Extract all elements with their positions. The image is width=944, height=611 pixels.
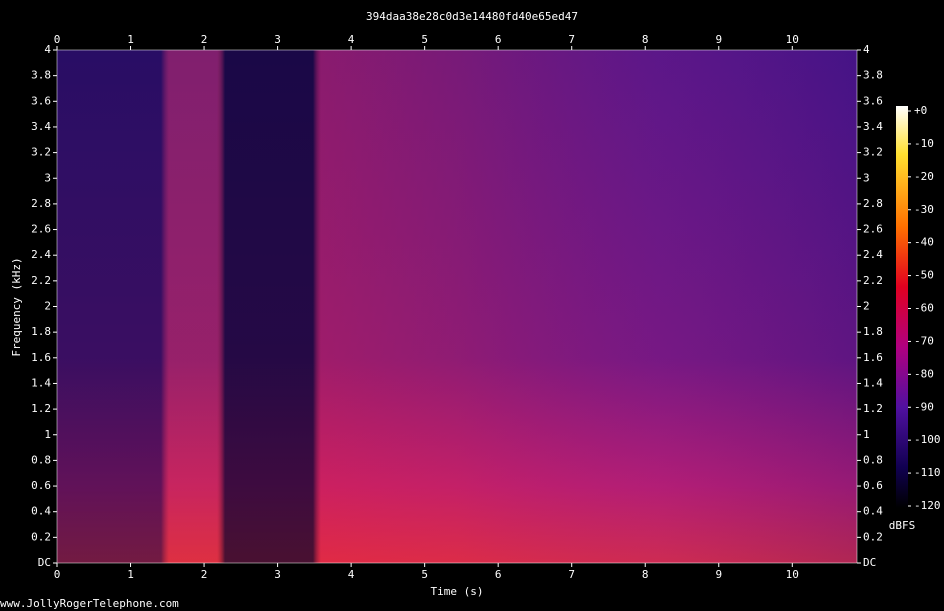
y-tick-label: 3.8 xyxy=(31,69,51,82)
y-tick-label-right: 3 xyxy=(863,171,870,184)
y-tick-label: 3 xyxy=(44,171,51,184)
y-tick-label-right: 1.6 xyxy=(863,351,883,364)
y-tick-label: 2.8 xyxy=(31,197,51,210)
y-tick-label-right: 2.4 xyxy=(863,248,883,261)
colorbar-tick-label: -70 xyxy=(914,334,934,347)
x-tick-label: 2 xyxy=(201,568,208,581)
y-tick-label-right: 0.2 xyxy=(863,530,883,543)
y-tick-label-right: DC xyxy=(863,556,876,569)
colorbar-tick-label: -60 xyxy=(914,302,934,315)
y-tick-label-right: 2.6 xyxy=(863,223,883,236)
y-tick-label: 1.6 xyxy=(31,351,51,364)
y-tick-label: 1.8 xyxy=(31,325,51,338)
colorbar-tick-label: -110 xyxy=(914,466,941,479)
x-tick-label-top: 7 xyxy=(568,33,575,46)
colorbar-tick-label: +0 xyxy=(914,104,927,117)
y-tick-label: 0.4 xyxy=(31,505,51,518)
x-tick-label: 8 xyxy=(642,568,649,581)
x-tick-label-top: 2 xyxy=(201,33,208,46)
x-tick-label-top: 4 xyxy=(348,33,355,46)
y-tick-label: 2.4 xyxy=(31,248,51,261)
y-tick-label: 1.2 xyxy=(31,402,51,415)
colorbar-tick-label: -10 xyxy=(914,137,934,150)
y-axis-label: Frequency (kHz) xyxy=(10,257,23,356)
x-tick-label: 10 xyxy=(786,568,799,581)
plot-overlay xyxy=(57,50,857,563)
x-tick-label-top: 5 xyxy=(421,33,428,46)
x-tick-label: 3 xyxy=(274,568,281,581)
y-tick-label-right: 1.4 xyxy=(863,376,883,389)
footer: www.JollyRogerTelephone.com xyxy=(0,597,179,610)
x-tick-label-top: 10 xyxy=(786,33,799,46)
y-tick-label-right: 1.2 xyxy=(863,402,883,415)
colorbar-tick-label: -50 xyxy=(914,269,934,282)
y-tick-label-right: 2.8 xyxy=(863,197,883,210)
colorbar-tick-label: -30 xyxy=(914,203,934,216)
y-tick-label: DC xyxy=(38,556,51,569)
y-tick-label-right: 2 xyxy=(863,300,870,313)
y-tick-label-right: 3.6 xyxy=(863,94,883,107)
y-tick-label-right: 1 xyxy=(863,428,870,441)
colorbar-tick-label: -120 xyxy=(914,499,941,512)
y-tick-label: 0.2 xyxy=(31,530,51,543)
chart-title: 394daa38e28c0d3e14480fd40e65ed47 xyxy=(366,10,578,23)
y-tick-label: 2 xyxy=(44,300,51,313)
y-tick-label: 2.6 xyxy=(31,223,51,236)
x-tick-label: 4 xyxy=(348,568,355,581)
x-tick-label: 0 xyxy=(54,568,61,581)
y-tick-label-right: 4 xyxy=(863,43,870,56)
y-tick-label-right: 3.4 xyxy=(863,120,883,133)
y-tick-label-right: 1.8 xyxy=(863,325,883,338)
x-tick-label: 9 xyxy=(715,568,722,581)
y-tick-label: 3.6 xyxy=(31,94,51,107)
y-tick-label: 1 xyxy=(44,428,51,441)
x-tick-label-top: 0 xyxy=(54,33,61,46)
y-tick-label-right: 0.6 xyxy=(863,479,883,492)
y-tick-label-right: 3.2 xyxy=(863,146,883,159)
y-tick-label: 1.4 xyxy=(31,376,51,389)
colorbar-tick-label: -20 xyxy=(914,170,934,183)
x-tick-label-top: 1 xyxy=(127,33,134,46)
x-tick-label: 5 xyxy=(421,568,428,581)
colorbar-label: dBFS xyxy=(889,519,916,532)
y-tick-label-right: 0.8 xyxy=(863,453,883,466)
y-tick-label-right: 0.4 xyxy=(863,505,883,518)
x-tick-label-top: 9 xyxy=(715,33,722,46)
colorbar-tick-label: -90 xyxy=(914,400,934,413)
y-tick-label: 3.4 xyxy=(31,120,51,133)
colorbar-tick-label: -100 xyxy=(914,433,941,446)
y-tick-label: 0.8 xyxy=(31,453,51,466)
y-tick-label: 3.2 xyxy=(31,146,51,159)
y-tick-label: 2.2 xyxy=(31,274,51,287)
colorbar-tick-label: -40 xyxy=(914,236,934,249)
x-tick-label-top: 3 xyxy=(274,33,281,46)
x-tick-label-top: 6 xyxy=(495,33,502,46)
x-tick-label: 7 xyxy=(568,568,575,581)
x-axis-label: Time (s) xyxy=(431,585,484,598)
colorbar-tick-label: -80 xyxy=(914,367,934,380)
x-tick-label: 1 xyxy=(127,568,134,581)
x-tick-label-top: 8 xyxy=(642,33,649,46)
y-tick-label-right: 2.2 xyxy=(863,274,883,287)
y-tick-label-right: 3.8 xyxy=(863,69,883,82)
y-tick-label: 0.6 xyxy=(31,479,51,492)
y-tick-label: 4 xyxy=(44,43,51,56)
x-tick-label: 6 xyxy=(495,568,502,581)
plot-frame xyxy=(56,49,858,564)
colorbar xyxy=(896,106,908,508)
